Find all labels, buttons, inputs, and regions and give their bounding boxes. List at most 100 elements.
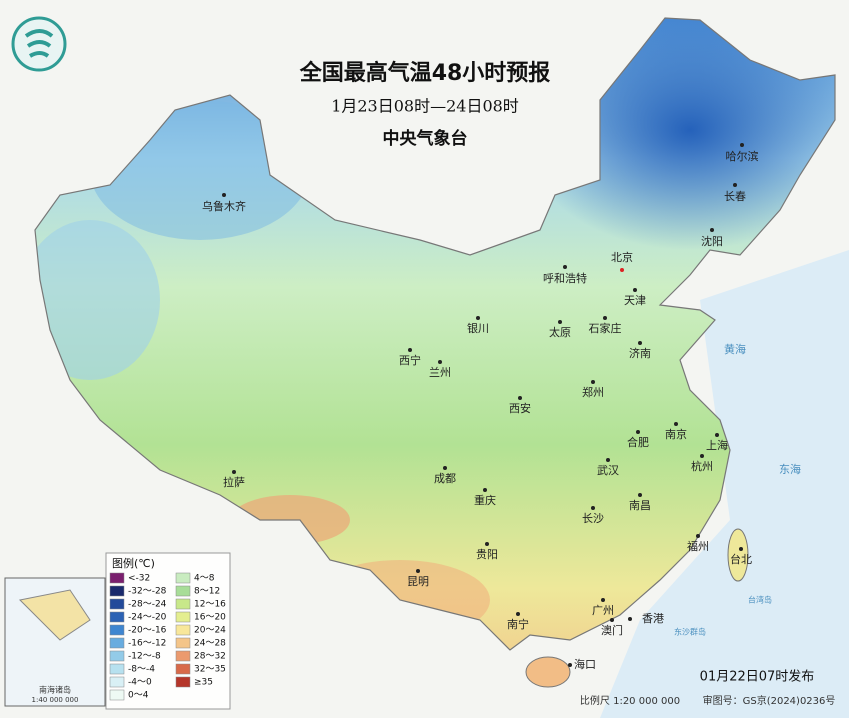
sea-label: 东海: [779, 462, 801, 476]
legend-swatch: [175, 572, 191, 584]
city-dot: [485, 542, 489, 546]
city-label: 海口: [574, 657, 596, 671]
legend-label: -12～-8: [128, 652, 161, 662]
city-dot: [438, 360, 442, 364]
city-label: 福州: [687, 539, 709, 553]
hainan: [525, 656, 571, 688]
legend-label: -16～-12: [128, 639, 166, 649]
legend-swatch: [109, 650, 125, 662]
city-label: 银川: [467, 321, 489, 335]
city-label: 南宁: [507, 617, 529, 631]
city-label: 天津: [624, 294, 646, 307]
sea: [600, 250, 849, 718]
title: 全国最高气温48小时预报: [299, 60, 551, 86]
city-dot: [628, 617, 632, 621]
city-label: 太原: [549, 326, 571, 339]
city-label: 香港: [642, 612, 664, 625]
sea-label: 东沙群岛: [674, 627, 706, 637]
city-dot: [591, 380, 595, 384]
city-dot: [558, 320, 562, 324]
city-dot: [416, 569, 420, 573]
subtitle: 1月23日08时—24日08时: [331, 97, 519, 116]
legend-label: -20～-16: [128, 626, 167, 636]
issued: 01月22日07时发布: [700, 669, 815, 685]
city-label: 昆明: [407, 575, 429, 588]
city-label: 哈尔滨: [726, 149, 759, 163]
legend-label: 12～16: [194, 600, 226, 610]
city-label: 西安: [509, 401, 531, 415]
sea-label: 台湾岛: [748, 595, 772, 605]
legend-label: 0～4: [128, 691, 149, 701]
city-dot: [222, 193, 226, 197]
city-label: 南京: [665, 427, 687, 441]
city-dot: [232, 470, 236, 474]
legend-swatch: [109, 663, 125, 675]
city-label: 兰州: [429, 366, 451, 379]
logo: [11, 16, 67, 72]
legend-swatch: [175, 598, 191, 610]
legend-swatch: [175, 611, 191, 623]
taiwan: [727, 528, 749, 582]
city-dot: [739, 547, 743, 551]
city-dot: [620, 268, 624, 272]
city-dot: [476, 316, 480, 320]
legend-swatch: [109, 689, 125, 701]
city-dot: [715, 433, 719, 437]
city-dot: [606, 458, 610, 462]
city-dot: [633, 288, 637, 292]
legend-label: -24～-20: [128, 613, 167, 623]
city-dot: [603, 316, 607, 320]
legend-swatch: [175, 663, 191, 675]
city-dot: [610, 618, 614, 622]
legend-swatch: [175, 585, 191, 597]
legend-swatch: [175, 650, 191, 662]
legend-label: ≥35: [194, 678, 213, 688]
city-label: 广州: [592, 604, 614, 617]
city-label: 贵阳: [476, 548, 498, 561]
city-dot: [733, 183, 737, 187]
city-label: 杭州: [691, 459, 713, 473]
legend-label: <-32: [128, 574, 150, 584]
city-label: 成都: [434, 472, 456, 485]
city-dot: [563, 265, 567, 269]
legend-label: -28～-24: [128, 600, 167, 610]
city-dot: [740, 143, 744, 147]
legend-swatch: [109, 598, 125, 610]
legend-label: 16～20: [194, 613, 226, 623]
inset-scale: 1:40 000 000: [32, 696, 79, 704]
city-dot: [516, 612, 520, 616]
city-label: 武汉: [597, 464, 619, 477]
legend-label: -4～0: [128, 678, 152, 688]
city-dot: [636, 430, 640, 434]
legend-swatch: [175, 637, 191, 649]
inset: 南海诸岛 1:40 000 000: [4, 577, 106, 707]
sea-label: 黄海: [724, 342, 746, 356]
city-label: 石家庄: [589, 321, 622, 335]
city-label: 南昌: [629, 499, 651, 512]
city-label: 长春: [724, 190, 746, 203]
city-label: 上海: [706, 438, 728, 452]
city-dot: [568, 663, 572, 667]
legend-swatch: [109, 572, 125, 584]
city-dot: [674, 422, 678, 426]
city-label: 北京: [611, 250, 633, 264]
city-dot: [483, 488, 487, 492]
agency: 中央气象台: [383, 128, 468, 149]
legend-swatch: [109, 676, 125, 688]
scale: 比例尺 1:20 000 000: [580, 694, 680, 707]
city-label: 济南: [629, 346, 651, 360]
city-dot: [443, 466, 447, 470]
legend-label: -32～-28: [128, 587, 167, 597]
city-label: 西宁: [399, 353, 421, 367]
approval: 审图号：GS京(2024)0236号: [703, 694, 836, 707]
city-label: 呼和浩特: [543, 271, 587, 285]
legend-label: 20～24: [194, 626, 226, 636]
legend-label: 24～28: [194, 639, 226, 649]
city-dot: [518, 396, 522, 400]
city-label: 乌鲁木齐: [202, 199, 246, 213]
legend-swatch: [109, 585, 125, 597]
city-dot: [700, 454, 704, 458]
legend-swatch: [175, 676, 191, 688]
